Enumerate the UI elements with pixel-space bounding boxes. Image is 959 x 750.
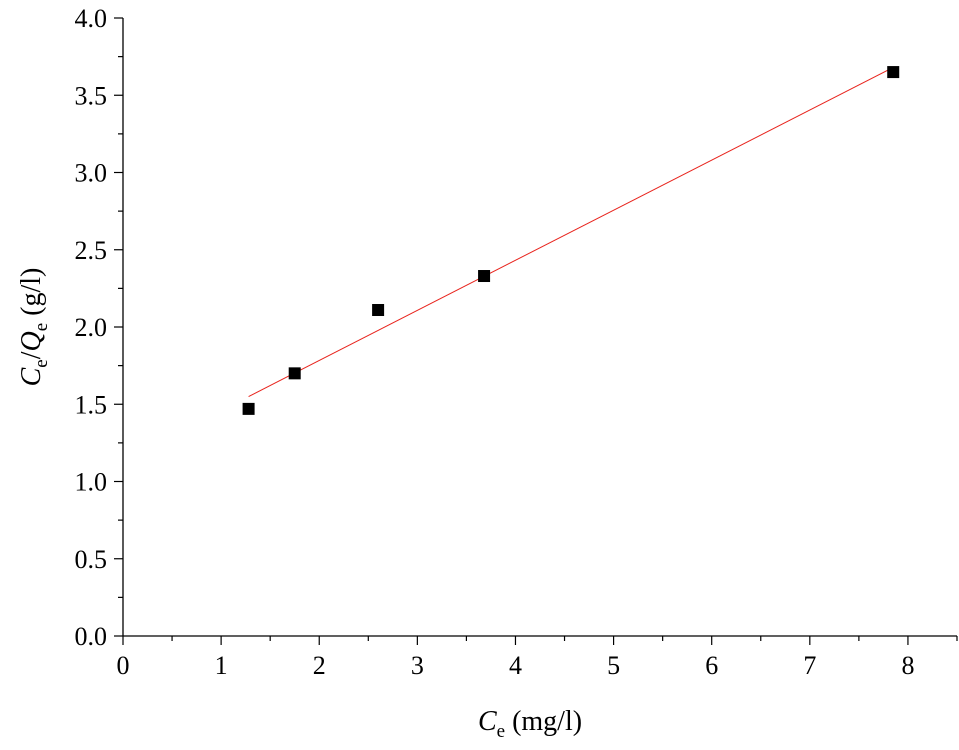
y-tick-label: 1.5 (75, 390, 108, 419)
data-point (242, 402, 255, 415)
y-tick-label: 3.5 (75, 81, 108, 110)
data-point (288, 367, 301, 380)
y-tick-label: 4.0 (75, 4, 108, 33)
linear-fit-line (248, 66, 894, 397)
axes (122, 18, 957, 637)
y-tick-label: 3.0 (75, 159, 108, 188)
x-tick-label: 3 (411, 651, 424, 680)
data-point (372, 304, 385, 317)
y-tick-label: 2.0 (75, 313, 108, 342)
x-tick-label: 5 (607, 651, 620, 680)
x-axis-title: Ce (mg/l) (478, 706, 582, 742)
x-tick-label: 2 (313, 651, 326, 680)
y-tick-label: 2.5 (75, 236, 108, 265)
y-ticks: 0.0 0.5 1.0 1.5 2.0 2.5 3.0 3.5 4.0 (75, 4, 123, 651)
data-points (242, 66, 900, 415)
x-tick-label: 7 (803, 651, 816, 680)
data-point (478, 270, 491, 283)
x-tick-label: 1 (215, 651, 228, 680)
y-tick-label: 0.0 (75, 622, 108, 651)
data-point (887, 66, 900, 79)
y-axis-title: Ce/Qe (g/l) (16, 268, 52, 387)
x-ticks: 0 1 2 3 4 5 6 7 8 (117, 636, 958, 680)
x-tick-label: 4 (509, 651, 522, 680)
y-tick-label: 1.0 (75, 468, 108, 497)
x-tick-label: 6 (705, 651, 718, 680)
y-tick-label: 0.5 (75, 545, 108, 574)
x-tick-label: 0 (117, 651, 130, 680)
x-tick-label: 8 (901, 651, 914, 680)
fit-line-group (248, 66, 894, 397)
